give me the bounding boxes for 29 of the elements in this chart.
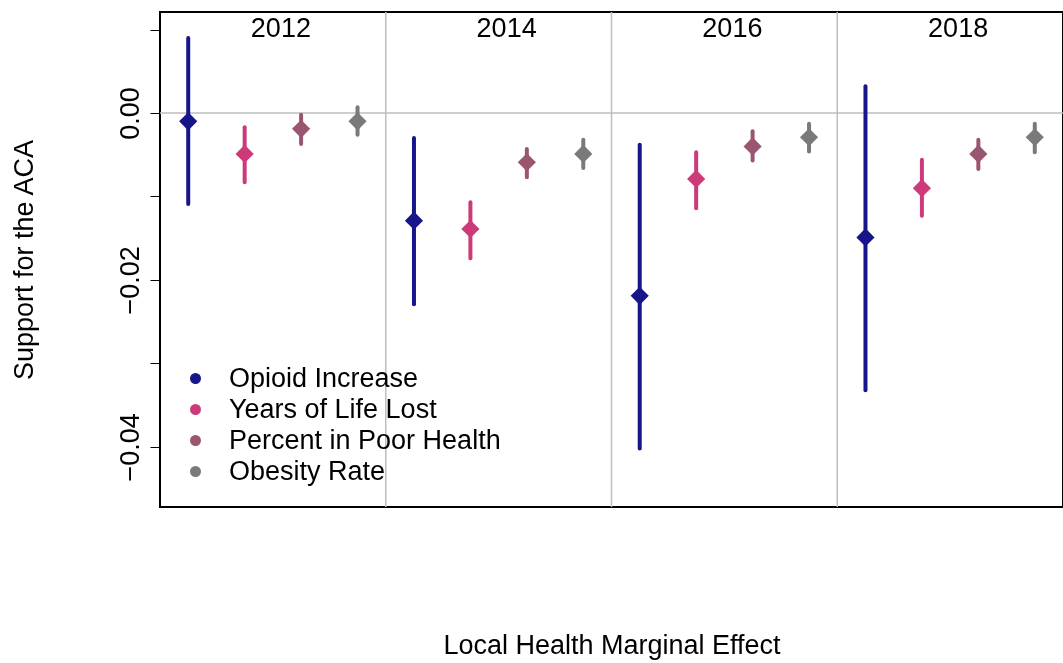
point [461,219,480,239]
point [1025,128,1044,147]
y-tick-label: 0.00 [114,87,145,140]
legend-label: Years of Life Lost [229,393,438,424]
point [348,112,367,131]
point [404,211,424,230]
point [574,144,593,163]
point [235,144,254,163]
point [687,169,706,189]
y-tick-label: −0.04 [114,413,145,482]
point [969,144,988,163]
annotation: 2018 [928,13,989,43]
point [912,179,931,198]
point [630,286,649,305]
annotation: 2012 [250,13,311,43]
annotation: 2014 [476,13,537,43]
legend-label: Obesity Rate [229,455,386,486]
point [179,112,198,131]
y-axis-title: Support for the ACA [8,139,39,381]
legend-label: Percent in Poor Health [229,424,501,455]
point [517,153,536,172]
point [743,137,762,156]
point [856,228,875,247]
point [292,119,311,138]
annotation: 2016 [702,13,763,43]
x-axis-title: Local Health Marginal Effect [443,629,782,660]
point [799,128,819,147]
legend-label: Opioid Increase [229,362,419,393]
y-tick-label: −0.02 [114,246,145,315]
